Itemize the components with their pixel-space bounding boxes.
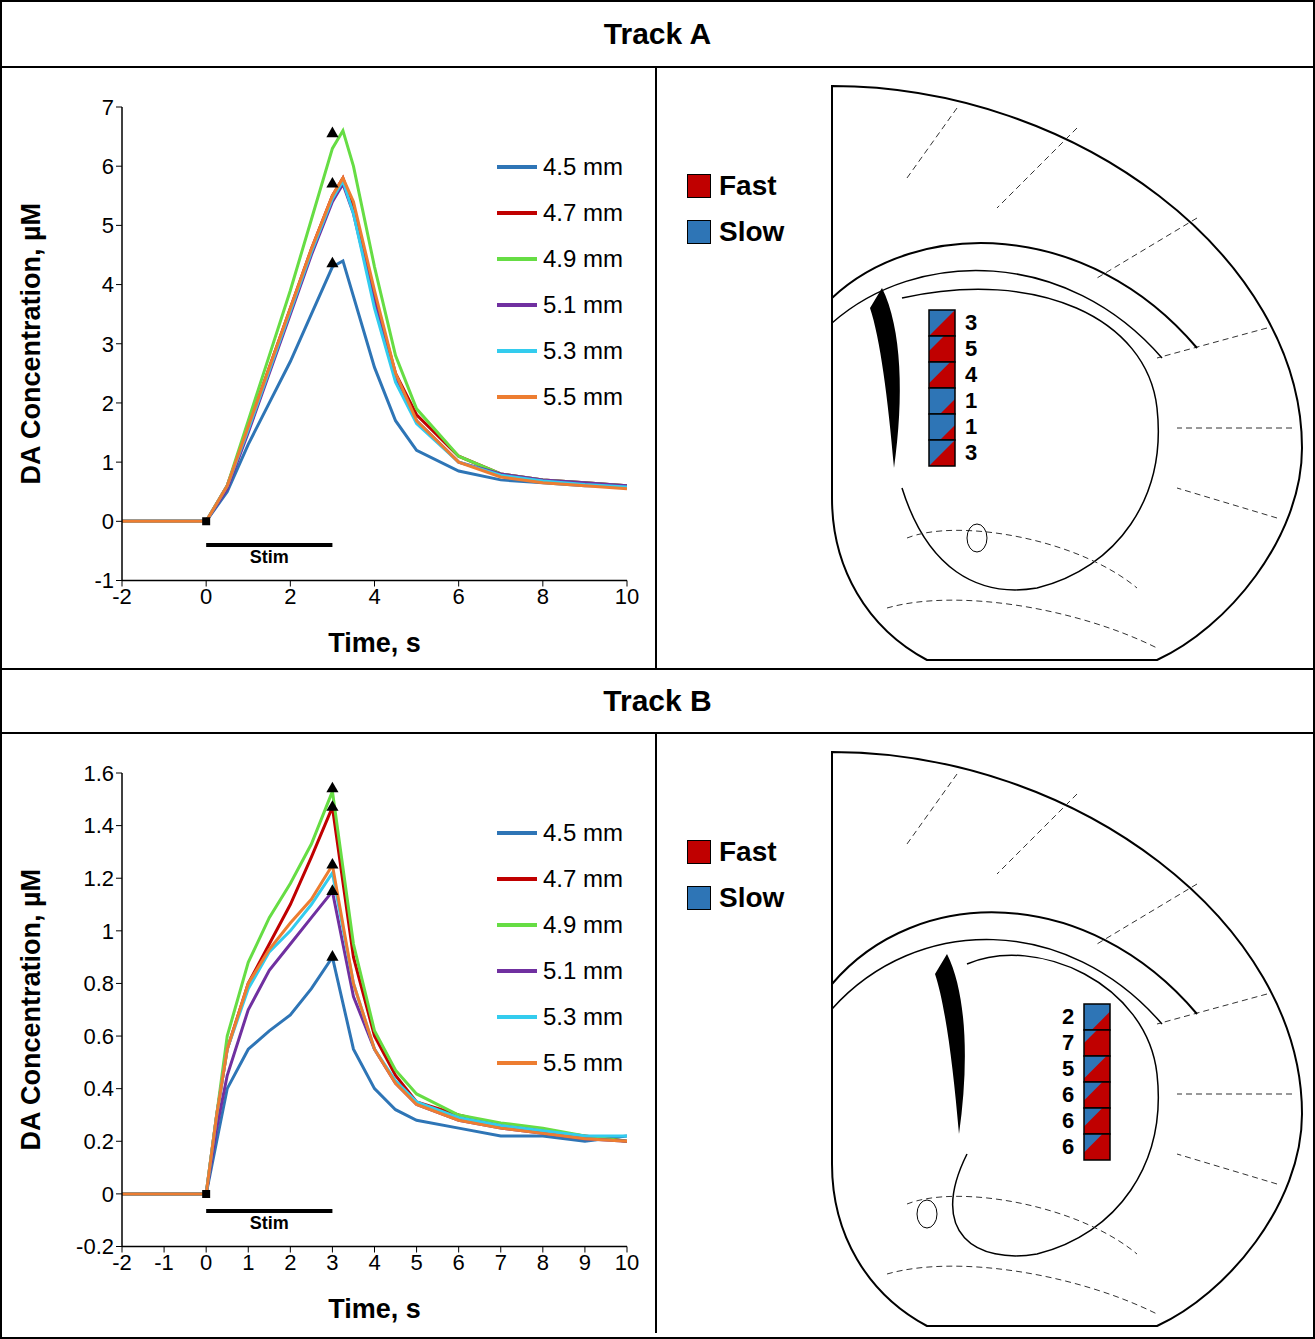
html-text:Fast: Fast	[719, 835, 777, 867]
svg-text:8: 8	[537, 584, 549, 609]
svg-text:10: 10	[615, 1250, 639, 1275]
html-text:1: 1	[965, 388, 978, 413]
svg-text:1: 1	[102, 918, 114, 943]
svg-text:0.2: 0.2	[83, 1129, 114, 1154]
svg-text:-2: -2	[112, 584, 132, 609]
svg-text:-2: -2	[112, 1250, 132, 1275]
svg-text:6: 6	[102, 154, 114, 179]
html-text:5.3 mm: 5.3 mm	[543, 1002, 623, 1030]
html-text:Fast: Fast	[719, 170, 777, 201]
svg-text:5: 5	[410, 1250, 422, 1275]
svg-text:1: 1	[102, 450, 114, 475]
svg-text:2: 2	[284, 1250, 296, 1275]
svg-text:1.4: 1.4	[83, 813, 114, 838]
html-text:3: 3	[965, 310, 978, 335]
html-text:4.9 mm: 4.9 mm	[543, 910, 623, 938]
html-text:5.1 mm: 5.1 mm	[543, 291, 623, 318]
svg-text:DA Concentration, µM: DA Concentration, µM	[16, 868, 46, 1150]
svg-text:0: 0	[102, 1181, 114, 1206]
svg-text:0: 0	[200, 1250, 212, 1275]
svg-text:9: 9	[579, 1250, 591, 1275]
svg-text:0: 0	[200, 584, 212, 609]
svg-text:4: 4	[102, 272, 114, 297]
svg-text:Stim: Stim	[250, 547, 289, 567]
html-text:5.5 mm: 5.5 mm	[543, 1048, 623, 1076]
svg-text:2: 2	[284, 584, 296, 609]
svg-text:0.8: 0.8	[83, 971, 114, 996]
html-text:6: 6	[1062, 1133, 1075, 1159]
html-text:6: 6	[1062, 1081, 1075, 1107]
html-text:3: 3	[965, 440, 978, 465]
svg-text:1.6: 1.6	[83, 760, 114, 785]
html-text:7: 7	[1062, 1029, 1075, 1055]
html-text:Track A: Track A	[603, 17, 712, 50]
html-text:4.9 mm: 4.9 mm	[543, 245, 623, 272]
html-text:2: 2	[1062, 1003, 1075, 1029]
html-text:Slow: Slow	[719, 881, 785, 913]
svg-text:3: 3	[326, 1250, 338, 1275]
svg-text:4: 4	[368, 1250, 380, 1275]
svg-text:2: 2	[102, 391, 114, 416]
svg-text:Stim: Stim	[250, 1212, 289, 1232]
svg-text:-1: -1	[154, 1250, 174, 1275]
html-text:4.7 mm: 4.7 mm	[543, 864, 623, 892]
html-text:5: 5	[1062, 1055, 1075, 1081]
svg-text:0.6: 0.6	[83, 1023, 114, 1048]
svg-text:-0.2: -0.2	[76, 1234, 114, 1259]
svg-text:7: 7	[495, 1250, 507, 1275]
html-text:5: 5	[965, 336, 978, 361]
html-text:Slow: Slow	[719, 216, 785, 247]
html-text:5.3 mm: 5.3 mm	[543, 337, 623, 364]
svg-text:1.2: 1.2	[83, 866, 114, 891]
html-text:4.5 mm: 4.5 mm	[543, 153, 623, 180]
svg-text:6: 6	[453, 584, 465, 609]
html-text:4.5 mm: 4.5 mm	[543, 818, 623, 846]
svg-text:6: 6	[453, 1250, 465, 1275]
svg-text:7: 7	[102, 95, 114, 120]
svg-text:0.4: 0.4	[83, 1076, 114, 1101]
svg-text:-1: -1	[94, 568, 114, 593]
html-text:1: 1	[965, 414, 978, 439]
svg-text:3: 3	[102, 332, 114, 357]
html-text:4: 4	[965, 362, 978, 387]
svg-text:5: 5	[102, 213, 114, 238]
svg-text:0: 0	[102, 509, 114, 534]
svg-text:10: 10	[615, 584, 639, 609]
html-text:Track B: Track B	[603, 683, 712, 717]
html-text:4.7 mm: 4.7 mm	[543, 199, 623, 226]
svg-text:1: 1	[242, 1250, 254, 1275]
html-text:5.5 mm: 5.5 mm	[543, 383, 623, 410]
svg-text:4: 4	[368, 584, 380, 609]
html-text:5.1 mm: 5.1 mm	[543, 956, 623, 984]
svg-text:Time, s: Time, s	[328, 628, 421, 658]
svg-text:Time, s: Time, s	[328, 1293, 421, 1323]
html-text:6: 6	[1062, 1107, 1075, 1133]
svg-text:DA Concentration, µM: DA Concentration, µM	[16, 203, 46, 485]
svg-text:8: 8	[537, 1250, 549, 1275]
